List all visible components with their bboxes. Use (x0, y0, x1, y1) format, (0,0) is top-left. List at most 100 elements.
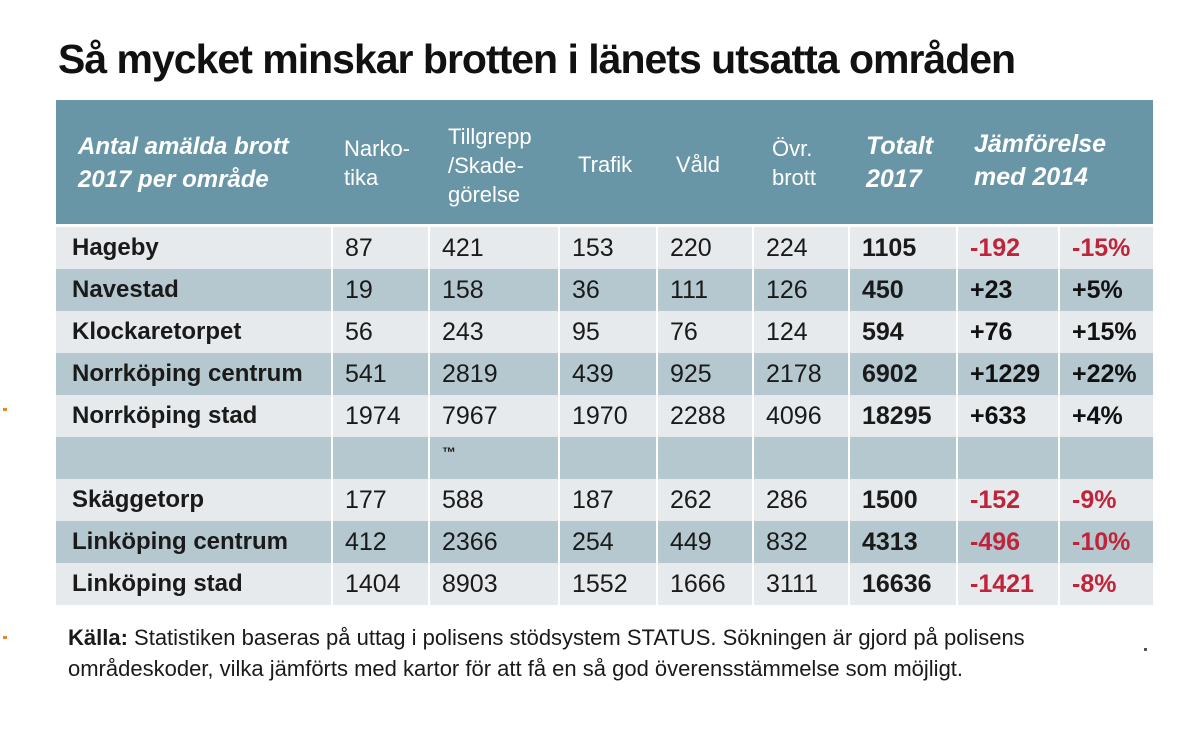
cell-vald: 449 (656, 521, 752, 563)
cell-diff: +23 (956, 269, 1058, 311)
cell-trafik: 153 (558, 227, 656, 269)
cell-pct: +5% (1058, 269, 1153, 311)
cell-ovr: 3111 (752, 563, 848, 605)
cell-vald: 111 (656, 269, 752, 311)
cell-name: Hageby (72, 234, 159, 261)
cell-trafik: 95 (558, 311, 656, 353)
cell-name: Skäggetorp (72, 486, 205, 513)
cell-tillgrepp: 2366 (428, 521, 558, 563)
header-ovr: Övr. brott (772, 136, 817, 190)
cell-name: Norrköping stad (72, 402, 258, 429)
cell-diff: -1421 (956, 563, 1058, 605)
cell-pct: -8% (1058, 563, 1153, 605)
page-title: Så mycket minskar brotten i länets utsat… (58, 36, 1016, 82)
header-tillgrepp: Tillgrepp /Skade- görelse (448, 124, 532, 207)
cell-vald: 220 (656, 227, 752, 269)
header-vald: Våld (676, 152, 721, 177)
cell-vald: 925 (656, 353, 752, 395)
edge-mark (3, 636, 7, 639)
cell-narkotika: 1404 (331, 563, 428, 605)
cell-totalt: 6902 (848, 353, 956, 395)
edge-mark (1144, 648, 1147, 651)
edge-mark (3, 408, 7, 411)
cell-totalt: 594 (848, 311, 956, 353)
cell-trafik: 187 (558, 479, 656, 521)
cell-totalt (848, 437, 956, 479)
cell-pct: -10% (1058, 521, 1153, 563)
source-note: Källa: Statistiken baseras på uttag i po… (68, 622, 1148, 684)
cell-diff: +76 (956, 311, 1058, 353)
cell-narkotika: 541 (331, 353, 428, 395)
cell-ovr: 124 (752, 311, 848, 353)
header-jamforelse: Jämförelse med 2014 (974, 130, 1107, 191)
cell-trafik: 439 (558, 353, 656, 395)
table-row: Hageby 87 421 153 220 224 1105 -192 -15% (56, 227, 1153, 269)
cell-name: Norrköping centrum (72, 360, 303, 387)
table-row: Linköping centrum 412 2366 254 449 832 4313 -49… (56, 521, 1153, 563)
cell-tillgrepp: 421 (428, 227, 558, 269)
cell-pct: -15% (1058, 227, 1153, 269)
cell-totalt: 18295 (848, 395, 956, 437)
cell-vald: 262 (656, 479, 752, 521)
cell-pct: +4% (1058, 395, 1153, 437)
cell-ovr: 286 (752, 479, 848, 521)
cell-tillgrepp: 588 (428, 479, 558, 521)
cell-name (56, 437, 331, 479)
header-narkotika: Narko- tika (344, 136, 411, 190)
table-header: Antal amälda brott 2017 per område Narko… (56, 100, 1153, 224)
crime-table: Antal amälda brott 2017 per område Narko… (56, 100, 1153, 606)
cell-ovr (752, 437, 848, 479)
cell-totalt: 1105 (848, 227, 956, 269)
cell-narkotika: 19 (331, 269, 428, 311)
cell-diff: -152 (956, 479, 1058, 521)
cell-tillgrepp: 8903 (428, 563, 558, 605)
cell-name: Linköping stad (72, 570, 243, 597)
table-row: Navestad 19 158 36 111 126 450 +23 +5% (56, 269, 1153, 311)
cell-ovr: 2178 (752, 353, 848, 395)
cell-ovr: 224 (752, 227, 848, 269)
cell-pct: -9% (1058, 479, 1153, 521)
cell-diff (956, 437, 1058, 479)
table-row: Norrköping stad 1974 7967 1970 2288 4096 18295… (56, 395, 1153, 437)
cell-pct: +15% (1058, 311, 1153, 353)
cell-trafik: 36 (558, 269, 656, 311)
cell-diff: +633 (956, 395, 1058, 437)
table-row-empty: ™ (56, 437, 1153, 479)
cell-narkotika: 1974 (331, 395, 428, 437)
table-row: Linköping stad 1404 8903 1552 1666 3111 16636-… (56, 563, 1153, 605)
cell-narkotika (331, 437, 428, 479)
table-row: Norrköping centrum 541 2819 439 925 2178 6902 +… (56, 353, 1153, 395)
cell-tillgrepp: 158 (428, 269, 558, 311)
cell-narkotika: 56 (331, 311, 428, 353)
table-row: Skäggetorp 177 588 187 262 286 1500 -152 -9% (56, 479, 1153, 521)
cell-totalt: 4313 (848, 521, 956, 563)
cell-tillgrepp: 243 (428, 311, 558, 353)
cell-diff: +1229 (956, 353, 1058, 395)
cell-tillgrepp: 2819 (428, 353, 558, 395)
cell-vald: 76 (656, 311, 752, 353)
cell-narkotika: 87 (331, 227, 428, 269)
cell-trafik: 1552 (558, 563, 656, 605)
cell-name: Navestad (72, 276, 179, 303)
cell-name: Linköping centrum (72, 528, 288, 555)
cell-trafik (558, 437, 656, 479)
cell-diff: -496 (956, 521, 1058, 563)
cell-trafik: 254 (558, 521, 656, 563)
cell-vald: 1666 (656, 563, 752, 605)
cell-tillgrepp: ™ (428, 437, 558, 479)
cell-vald: 2288 (656, 395, 752, 437)
cell-totalt: 16636 (848, 563, 956, 605)
cell-name: Klockaretorpet (72, 318, 242, 345)
cell-totalt: 1500 (848, 479, 956, 521)
table-row: Klockaretorpet 56 243 95 76 124 594 +76 +15% (56, 311, 1153, 353)
cell-diff: -192 (956, 227, 1058, 269)
cell-vald (656, 437, 752, 479)
source-text: Statistiken baseras på uttag i polisens … (68, 625, 1025, 681)
cell-trafik: 1970 (558, 395, 656, 437)
cell-totalt: 450 (848, 269, 956, 311)
cell-ovr: 126 (752, 269, 848, 311)
cell-pct (1058, 437, 1153, 479)
header-trafik: Trafik (578, 152, 633, 177)
cell-ovr: 4096 (752, 395, 848, 437)
source-label: Källa: (68, 625, 128, 650)
